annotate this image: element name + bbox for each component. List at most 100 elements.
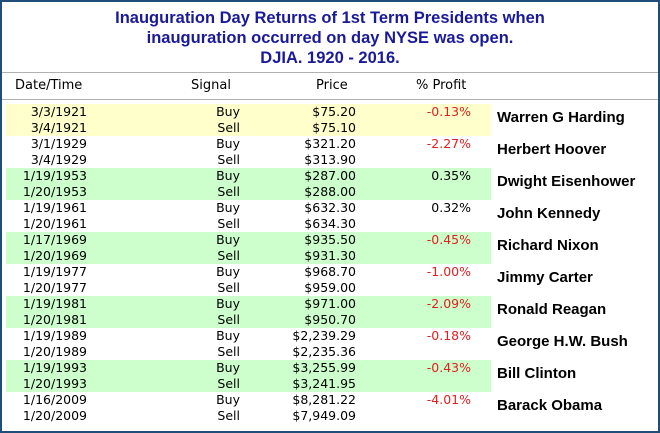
sell-price: $288.00 [304,184,356,199]
sell-signal: Sell [217,408,240,423]
title-line-3: DJIA. 1920 - 2016. [260,49,400,67]
president-name: Richard Nixon [497,237,599,254]
buy-price: $287.00 [304,168,356,183]
sell-signal: Sell [217,248,240,263]
column-header-date: Date/Time [15,78,83,93]
sell-date: 1/20/1977 [22,280,87,295]
sell-signal: Sell [217,344,240,359]
table-row: 1/19/1977 Buy $968.70 -1.00% [6,264,491,280]
buy-date: 3/1/1929 [30,136,87,151]
president-name: Barack Obama [497,397,603,414]
table-row: 1/19/1953 Buy $287.00 0.35% [6,168,491,184]
table-row: 1/20/1953 Sell $288.00 [6,184,491,200]
table-row: 1/20/1981 Sell $950.70 [6,312,491,328]
buy-price: $321.20 [304,136,356,151]
buy-price: $632.30 [304,200,356,215]
sell-price: $2,235.36 [292,344,356,359]
percent-profit: -1.00% [426,264,471,279]
sell-date: 1/20/1961 [22,216,87,231]
buy-date: 1/17/1969 [22,232,87,247]
buy-price: $968.70 [304,264,356,279]
table-row: 1/20/1977 Sell $959.00 [6,280,491,296]
table-row: 1/20/1961 Sell $634.30 [6,216,491,232]
sell-date: 1/20/1989 [22,344,87,359]
sell-date: 1/20/2009 [22,408,87,423]
sell-signal: Sell [217,280,240,295]
percent-profit: 0.35% [431,168,471,183]
column-header-signal: Signal [191,78,231,93]
buy-price: $2,239.29 [292,328,356,343]
sell-price: $959.00 [304,280,356,295]
table-row: 3/1/1929 Buy $321.20 -2.27% [6,136,491,152]
buy-signal: Buy [216,296,240,311]
table-row: 1/19/1981 Buy $971.00 -2.09% [6,296,491,312]
buy-signal: Buy [216,232,240,247]
sell-price: $7,949.09 [292,408,356,423]
buy-date: 1/19/1981 [22,296,87,311]
president-name: Ronald Reagan [497,301,607,318]
report-title: Inauguration Day Returns of 1st Term Pre… [2,8,658,68]
sell-price: $950.70 [304,312,356,327]
column-header-price: Price [316,78,348,93]
buy-signal: Buy [216,264,240,279]
header-top-divider [2,72,658,73]
sell-signal: Sell [217,120,240,135]
table-row: 1/19/1993 Buy $3,255.99 -0.43% [6,360,491,376]
sell-price: $75.10 [312,120,356,135]
buy-price: $75.20 [312,104,356,119]
percent-profit: -0.13% [426,104,471,119]
president-name: Dwight Eisenhower [497,173,636,190]
buy-signal: Buy [216,200,240,215]
sell-price: $634.30 [304,216,356,231]
table-row: 1/19/1961 Buy $632.30 0.32% [6,200,491,216]
percent-profit: -0.43% [426,360,471,375]
table-row: 1/17/1969 Buy $935.50 -0.45% [6,232,491,248]
buy-date: 1/19/1953 [22,168,87,183]
buy-date: 1/16/2009 [22,392,87,407]
sell-price: $313.90 [304,152,356,167]
president-name: Bill Clinton [497,365,577,382]
president-name: Herbert Hoover [497,141,607,158]
buy-date: 1/19/1961 [22,200,87,215]
table-row: 1/16/2009 Buy $8,281.22 -4.01% [6,392,491,408]
sell-date: 1/20/1969 [22,248,87,263]
percent-profit: 0.32% [431,200,471,215]
sell-signal: Sell [217,184,240,199]
sell-date: 1/20/1993 [22,376,87,391]
sell-date: 3/4/1921 [30,120,87,135]
table-row: 3/4/1929 Sell $313.90 [6,152,491,168]
title-line-1: Inauguration Day Returns of 1st Term Pre… [115,9,545,27]
sell-date: 3/4/1929 [30,152,87,167]
sell-signal: Sell [217,376,240,391]
buy-price: $935.50 [304,232,356,247]
buy-date: 1/19/1977 [22,264,87,279]
buy-signal: Buy [216,328,240,343]
percent-profit: -0.45% [426,232,471,247]
percent-profit: -2.09% [426,296,471,311]
sell-signal: Sell [217,312,240,327]
buy-date: 3/3/1921 [30,104,87,119]
sell-signal: Sell [217,216,240,231]
sell-price: $3,241.95 [292,376,356,391]
sell-date: 1/20/1981 [22,312,87,327]
percent-profit: -2.27% [426,136,471,151]
table-row: 1/19/1989 Buy $2,239.29 -0.18% [6,328,491,344]
sell-date: 1/20/1953 [22,184,87,199]
sell-price: $931.30 [304,248,356,263]
sell-signal: Sell [217,152,240,167]
president-name: George H.W. Bush [497,333,628,350]
table-row: 3/4/1921 Sell $75.10 [6,120,491,136]
percent-profit: -4.01% [426,392,471,407]
buy-price: $971.00 [304,296,356,311]
column-header-profit: % Profit [416,78,467,93]
header-bottom-divider [2,99,658,100]
table-row: 1/20/1989 Sell $2,235.36 [6,344,491,360]
table-row: 1/20/2009 Sell $7,949.09 [6,408,491,424]
buy-date: 1/19/1989 [22,328,87,343]
buy-signal: Buy [216,392,240,407]
president-name: Warren G Harding [497,109,625,126]
buy-signal: Buy [216,168,240,183]
buy-signal: Buy [216,136,240,151]
president-name: Jimmy Carter [497,269,593,286]
